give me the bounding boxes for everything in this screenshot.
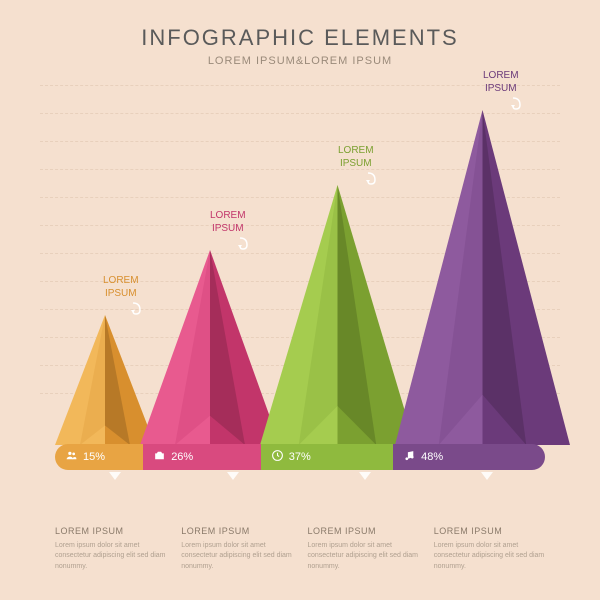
pyramid-label-3: LOREMIPSUM — [338, 144, 374, 170]
pyramid-chart: LOREMIPSUM LOREMIPSUM LOREMIPSUM LOREMIP… — [55, 105, 545, 445]
bar-percent: 48% — [421, 451, 443, 463]
people-icon — [65, 449, 78, 465]
pyramid-label-1: LOREMIPSUM — [103, 274, 139, 300]
arrow-down-icon — [481, 472, 493, 480]
curl-icon — [237, 235, 257, 255]
arrow-down-icon — [109, 472, 121, 480]
pyramid-label-2: LOREMIPSUM — [210, 209, 246, 235]
desc-body: Lorem ipsum dolor sit amet consectetur a… — [55, 541, 166, 573]
header: INFOGRAPHIC ELEMENTS LOREM IPSUM&LOREM I… — [0, 0, 600, 67]
pyramid-3 — [260, 185, 415, 445]
curl-icon — [365, 170, 385, 190]
desc-body: Lorem ipsum dolor sit amet consectetur a… — [434, 541, 545, 573]
bar-percent: 26% — [171, 451, 193, 463]
page-title: INFOGRAPHIC ELEMENTS — [0, 25, 600, 51]
desc-title: LOREM IPSUM — [181, 526, 292, 536]
page-subtitle: LOREM IPSUM&LOREM IPSUM — [0, 55, 600, 67]
bar-segment-4: 48% — [393, 444, 545, 470]
desc-body: Lorem ipsum dolor sit amet consectetur a… — [308, 541, 419, 573]
bar-percent: 37% — [289, 451, 311, 463]
arrow-down-icon — [227, 472, 239, 480]
description-1: LOREM IPSUM Lorem ipsum dolor sit amet co… — [55, 526, 166, 573]
desc-body: Lorem ipsum dolor sit amet consectetur a… — [181, 541, 292, 573]
bar-percent: 15% — [83, 451, 105, 463]
description-2: LOREM IPSUM Lorem ipsum dolor sit amet co… — [181, 526, 292, 573]
desc-title: LOREM IPSUM — [55, 526, 166, 536]
pyramid-4 — [395, 110, 570, 445]
desc-title: LOREM IPSUM — [434, 526, 545, 536]
description-4: LOREM IPSUM Lorem ipsum dolor sit amet co… — [434, 526, 545, 573]
description-3: LOREM IPSUM Lorem ipsum dolor sit amet co… — [308, 526, 419, 573]
arrow-down-icon — [359, 472, 371, 480]
percentage-bar: 15% 26% 37% 48% — [55, 444, 545, 470]
bar-segment-1: 15% — [55, 444, 143, 470]
desc-title: LOREM IPSUM — [308, 526, 419, 536]
curl-icon — [510, 95, 530, 115]
pyramid-2 — [140, 250, 280, 445]
bar-segment-2: 26% — [143, 444, 261, 470]
arrow-row — [55, 472, 545, 490]
clock-icon — [271, 449, 284, 465]
music-icon — [403, 449, 416, 465]
descriptions: LOREM IPSUM Lorem ipsum dolor sit amet co… — [55, 526, 545, 573]
camera-icon — [153, 449, 166, 465]
pyramid-label-4: LOREMIPSUM — [483, 69, 519, 95]
bar-segment-3: 37% — [261, 444, 393, 470]
